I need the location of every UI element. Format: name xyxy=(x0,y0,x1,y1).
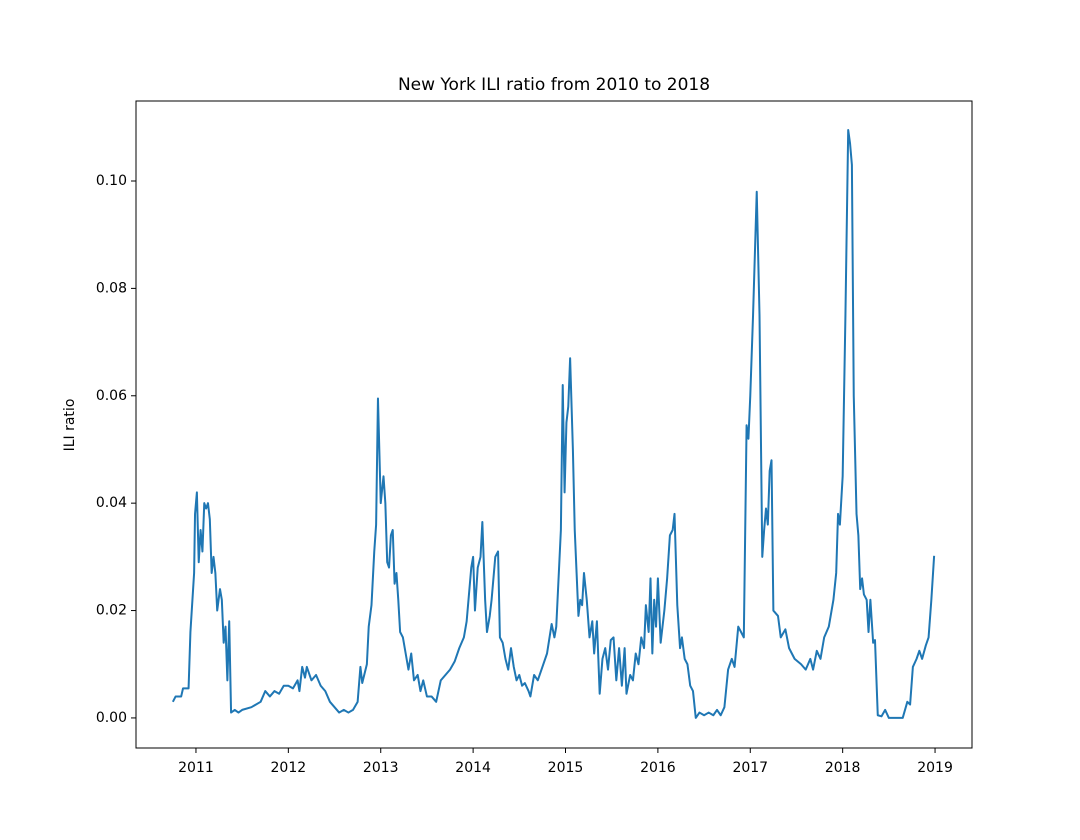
line-series xyxy=(171,128,936,719)
y-tick-label: 0.02 xyxy=(96,603,127,619)
y-tick-label: 0.06 xyxy=(96,388,127,404)
y-axis-label: ILI ratio xyxy=(62,399,78,452)
x-tick-label: 2013 xyxy=(363,760,399,776)
x-tick-label: 2011 xyxy=(178,760,214,776)
x-tick-label: 2018 xyxy=(825,760,861,776)
x-tick-label: 2016 xyxy=(640,760,676,776)
y-tick-label: 0.10 xyxy=(96,173,127,189)
chart-title: New York ILI ratio from 2010 to 2018 xyxy=(398,75,710,95)
y-tick-label: 0.08 xyxy=(96,280,127,296)
x-tick-label: 2015 xyxy=(548,760,584,776)
x-tick-label: 2014 xyxy=(455,760,491,776)
y-tick-label: 0.04 xyxy=(96,495,127,511)
x-tick-label: 2012 xyxy=(271,760,307,776)
x-tick-label: 2019 xyxy=(917,760,953,776)
y-tick-label: 0.00 xyxy=(96,710,127,726)
axes-frame xyxy=(135,100,973,749)
x-tick-label: 2017 xyxy=(732,760,768,776)
